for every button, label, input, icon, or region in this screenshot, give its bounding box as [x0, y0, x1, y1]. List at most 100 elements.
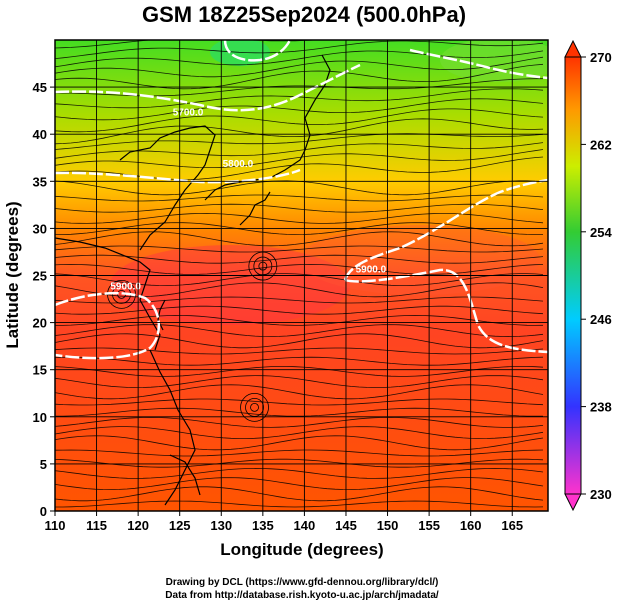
streamline	[55, 416, 544, 428]
map-title: GSM 18Z25Sep2024 (500.0hPa)	[142, 2, 466, 27]
streamline	[55, 356, 544, 366]
y-tick-label: 20	[33, 316, 47, 331]
x-tick-label: 115	[86, 518, 107, 533]
cold-patch	[440, 40, 548, 82]
kyushu-coast	[239, 191, 271, 226]
streamline	[55, 426, 544, 440]
mindanao-coast	[169, 454, 201, 496]
streamline	[55, 467, 544, 479]
x-tick-label: 160	[460, 518, 482, 533]
credit-data: Data from http://database.rish.kyoto-u.a…	[165, 590, 439, 601]
y-tick-label: 30	[33, 221, 47, 236]
streamline	[55, 375, 544, 389]
streamline	[55, 149, 544, 168]
x-tick-label: 150	[377, 518, 399, 533]
x-tick-label: 125	[169, 518, 191, 533]
map-grid	[55, 40, 548, 511]
y-tick-label: 35	[33, 174, 47, 189]
streamline	[55, 324, 544, 338]
streamline	[55, 63, 544, 90]
map-area: 5900.0 5900.0 5800.0 5700.0	[55, 40, 548, 511]
streamline	[55, 245, 544, 253]
vortex-ring	[250, 402, 259, 412]
streamline	[55, 407, 544, 417]
y-tick-label: 5	[40, 457, 47, 472]
warm-patch	[300, 225, 540, 295]
colorbar: 230 238 246 254 262 270	[564, 39, 612, 512]
y-axis-label: Latitude (degrees)	[3, 201, 22, 348]
streamline	[55, 194, 544, 202]
colorbar-tick-label: 230	[590, 487, 612, 502]
colorbar-tick-label: 254	[590, 225, 612, 240]
streamline	[55, 222, 544, 236]
x-axis-ticks: 110 115 120 125 130 135 140 145 150 155 160 165	[45, 511, 523, 533]
coastlines	[55, 54, 331, 506]
streamline	[55, 384, 544, 400]
streamline	[55, 108, 544, 133]
contour-5900-east	[343, 178, 548, 354]
streamline	[55, 56, 544, 78]
y-tick-label: 15	[33, 363, 47, 378]
streamline	[55, 314, 544, 326]
streamline	[55, 263, 544, 275]
streamline	[55, 98, 544, 121]
wind-streamlines	[55, 40, 544, 508]
korea-coast	[119, 125, 216, 251]
contour-label: 5700.0	[173, 107, 204, 118]
colorbar-ticks: 230 238 246 254 262 270	[581, 50, 612, 502]
contour-north	[223, 40, 292, 62]
streamline	[55, 118, 544, 145]
credit-drawing: Drawing by DCL (https://www.gfd-dennou.o…	[166, 577, 439, 588]
colorbar-tick-label: 238	[590, 400, 612, 415]
streamline	[55, 458, 544, 468]
streamline	[55, 254, 544, 264]
taiwan-coast	[157, 299, 166, 331]
x-tick-label: 120	[127, 518, 149, 533]
contour-5800	[55, 168, 301, 184]
x-tick-label: 145	[335, 518, 357, 533]
height-contours	[55, 40, 548, 360]
streamline	[55, 347, 544, 355]
streamline	[55, 40, 544, 59]
streamline	[55, 398, 544, 406]
streamline	[55, 366, 544, 377]
colorbar-min-arrow	[564, 493, 582, 512]
x-tick-label: 155	[418, 518, 440, 533]
streamline	[55, 133, 544, 150]
colorbar-tick-label: 270	[590, 50, 612, 65]
streamline	[55, 282, 544, 298]
x-tick-label: 165	[501, 518, 523, 533]
y-tick-label: 45	[33, 80, 47, 95]
y-tick-label: 40	[33, 127, 47, 142]
streamline	[55, 449, 544, 457]
contour-5700	[55, 63, 361, 112]
streamline	[55, 486, 544, 502]
y-tick-label: 10	[33, 410, 47, 425]
y-tick-label: 25	[33, 269, 47, 284]
streamline	[55, 50, 544, 68]
streamline	[55, 305, 544, 315]
streamline	[55, 500, 544, 508]
streamline	[55, 231, 544, 247]
x-tick-label: 135	[252, 518, 274, 533]
y-axis-ticks: 0 5 10 15 20 25 30 35 40 45	[33, 80, 55, 519]
streamline	[55, 333, 544, 349]
colorbar-tick-label: 262	[590, 137, 612, 152]
streamline	[55, 203, 544, 213]
contour-label: 5900.0	[356, 265, 387, 276]
contour-label: 5900.0	[110, 282, 141, 293]
philippines-coast	[149, 349, 196, 506]
x-tick-label: 130	[210, 518, 232, 533]
vortex-ring	[240, 392, 269, 422]
colorbar-max-arrow	[564, 39, 582, 58]
contour-5700-ne	[409, 48, 548, 80]
y-tick-label: 0	[40, 504, 47, 519]
contour-label: 5800.0	[223, 159, 254, 170]
x-tick-label: 110	[45, 518, 66, 533]
streamline	[55, 88, 544, 109]
contour-labels: 5900.0 5900.0 5800.0 5700.0	[110, 107, 386, 292]
streamline	[55, 212, 544, 224]
streamline	[55, 435, 544, 451]
streamline	[55, 477, 544, 491]
